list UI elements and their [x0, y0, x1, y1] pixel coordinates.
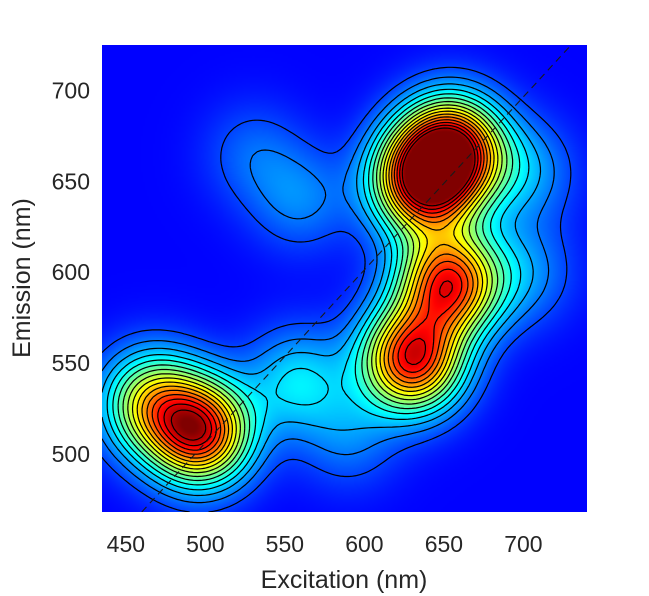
x-tick-label: 450 — [107, 531, 145, 557]
x-tick-label: 600 — [345, 531, 383, 557]
y-tick-label: 500 — [52, 441, 90, 467]
contour-line — [112, 93, 521, 486]
heatmap-surface — [102, 45, 587, 512]
diagonal-reference-line — [141, 45, 572, 512]
contour-line — [102, 76, 555, 504]
plot-area — [102, 45, 587, 512]
contour-line — [157, 121, 482, 451]
x-tick-label: 500 — [186, 531, 224, 557]
contour-line — [106, 88, 530, 491]
contour-line — [146, 116, 488, 459]
contour-line — [122, 100, 508, 478]
x-tick-label: 700 — [504, 531, 542, 557]
x-axis-label: Excitation (nm) — [261, 566, 428, 594]
contour-lines — [102, 66, 572, 512]
contour-line — [102, 83, 542, 497]
y-tick-label: 700 — [52, 77, 90, 103]
contour-line — [131, 107, 499, 470]
contour-line — [151, 119, 485, 455]
y-axis-ticks: 500 550 600 650 700 — [52, 77, 90, 466]
contour-line — [127, 104, 503, 474]
contour-line — [136, 110, 495, 466]
y-tick-label: 550 — [52, 350, 90, 376]
y-tick-label: 600 — [52, 259, 90, 285]
contour-line — [117, 97, 514, 482]
contour-line — [141, 113, 492, 463]
contour-line — [102, 66, 572, 512]
contour-line — [163, 124, 479, 447]
y-tick-label: 650 — [52, 168, 90, 194]
x-tick-label: 550 — [266, 531, 304, 557]
contour-line — [170, 127, 476, 441]
x-axis-ticks: 450 500 550 600 650 700 — [107, 531, 543, 557]
x-tick-label: 650 — [425, 531, 463, 557]
y-axis-label: Emission (nm) — [8, 198, 36, 358]
